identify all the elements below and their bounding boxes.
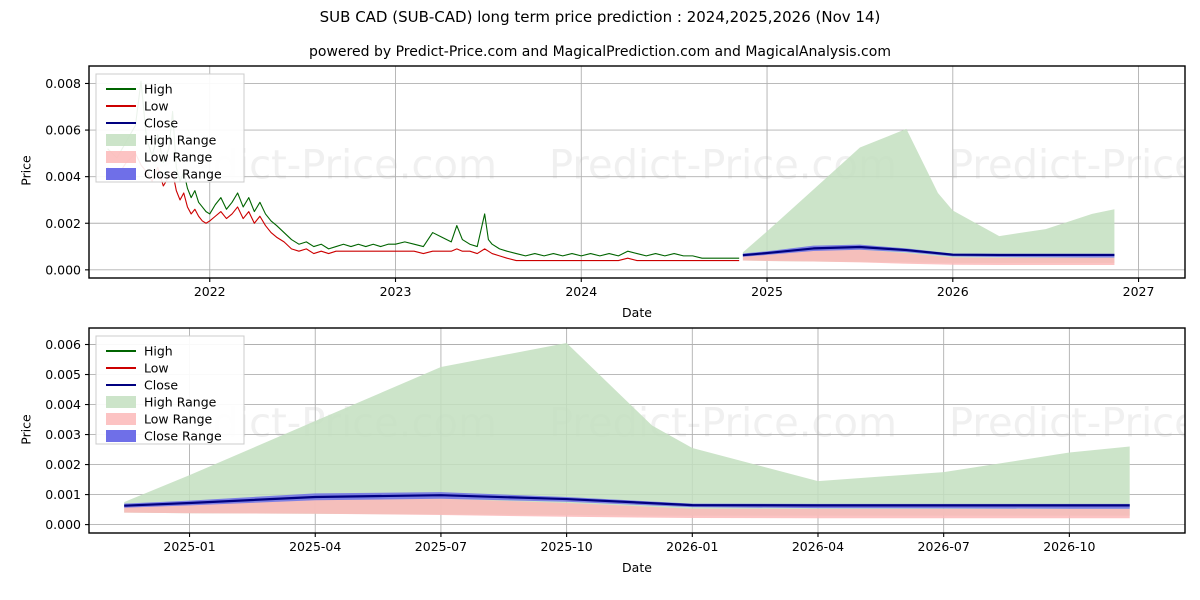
legend-label: Low [144, 99, 169, 114]
x-tick-label: 2025-07 [415, 539, 467, 554]
legend-label: High Range [144, 133, 217, 148]
y-tick-label: 0.004 [45, 169, 81, 184]
y-tick-label: 0.008 [45, 76, 81, 91]
x-tick-label: 2026-07 [918, 539, 970, 554]
top-y-axis-label: Price [18, 155, 34, 186]
bottom-y-axis-label: Price [18, 413, 34, 445]
y-tick-label: 0.006 [45, 123, 81, 138]
legend-label: Close Range [144, 429, 222, 444]
x-tick-label: 2025-10 [540, 539, 592, 554]
legend-swatch-patch [106, 151, 136, 163]
top-chart-panel: Predict-Price.com Predict-Price.com Predic… [0, 60, 1200, 320]
series-line-low [107, 152, 740, 262]
legend-box [95, 335, 245, 445]
legend: High Low Close High Range Low Range Close Ran… [95, 73, 245, 183]
x-tick-label: 2026-01 [666, 539, 718, 554]
x-tick-label: 2026-04 [792, 539, 844, 554]
gridlines [89, 66, 1185, 278]
x-tick-label: 2024 [565, 284, 597, 299]
plot-frame [88, 65, 1186, 279]
y-tick-label: 0.001 [45, 487, 81, 502]
bottom-chart-svg: Predict-Price.comPredict-Price.comPredic… [45, 327, 1200, 554]
legend-label: High [144, 344, 173, 359]
bottom-x-axis-label: Date [622, 560, 652, 575]
top-x-axis-label: Date [622, 305, 652, 320]
x-tick-label: 2025-01 [163, 539, 215, 554]
series-line-high [107, 80, 740, 259]
x-tick-label: 2022 [194, 284, 226, 299]
axis-ticks: 0.000 0.001 0.002 0.003 0.004 0.005 0.006 2025-… [45, 337, 1095, 554]
y-tick-label: 0.000 [45, 517, 81, 532]
legend-label: Close Range [144, 167, 222, 182]
series-group [124, 494, 1130, 507]
x-tick-label: 2025-04 [289, 539, 341, 554]
legend: High Low Close High Range Low Range Close Ran… [95, 335, 245, 445]
series-group [107, 80, 1115, 262]
legend-swatch-patch [106, 413, 136, 425]
axis-ticks: 0.000 0.002 0.004 0.006 0.008 2022 2023 2024 202… [45, 76, 1154, 299]
legend-swatch-patch [106, 168, 136, 180]
y-tick-label: 0.002 [45, 216, 81, 231]
series-line-close [124, 494, 1130, 507]
x-tick-label: 2023 [380, 284, 412, 299]
band-low-range [124, 498, 1130, 519]
x-tick-label: 2026 [937, 284, 969, 299]
y-tick-label: 0.002 [45, 457, 81, 472]
legend-label: Low [144, 361, 169, 376]
page-subtitle: powered by Predict-Price.com and Magical… [309, 44, 891, 60]
bottom-chart-panel: Predict-Price.comPredict-Price.comPredic… [0, 322, 1200, 572]
band-high-range [124, 343, 1130, 516]
y-tick-label: 0.004 [45, 397, 81, 412]
y-tick-label: 0.006 [45, 337, 81, 352]
legend-label: Close [144, 378, 178, 393]
page-title: SUB CAD (SUB-CAD) long term price predic… [319, 8, 881, 26]
legend-label: Close [144, 116, 178, 131]
legend-swatch-patch [106, 396, 136, 408]
band-low-range [742, 249, 1115, 265]
legend-label: High Range [144, 395, 217, 410]
y-tick-label: 0.000 [45, 262, 81, 277]
legend-label: High [144, 82, 173, 97]
plot-frame [88, 327, 1186, 534]
x-tick-label: 2025 [751, 284, 783, 299]
y-tick-label: 0.005 [45, 367, 81, 382]
band-high-range [742, 128, 1115, 263]
series-line-close [742, 245, 1115, 257]
legend-swatch-patch [106, 134, 136, 146]
x-tick-label: 2027 [1123, 284, 1155, 299]
top-chart-svg: Predict-Price.com Predict-Price.com Predic… [45, 65, 1200, 299]
x-tick-label: 2026-10 [1043, 539, 1095, 554]
y-tick-label: 0.003 [45, 427, 81, 442]
legend-label: Low Range [144, 412, 213, 427]
legend-label: Low Range [144, 150, 213, 165]
legend-swatch-patch [106, 430, 136, 442]
watermark-text: Predict-Price.com [949, 401, 1200, 447]
legend-box [95, 73, 245, 183]
watermark-text: Predict-Price.com [949, 142, 1200, 188]
